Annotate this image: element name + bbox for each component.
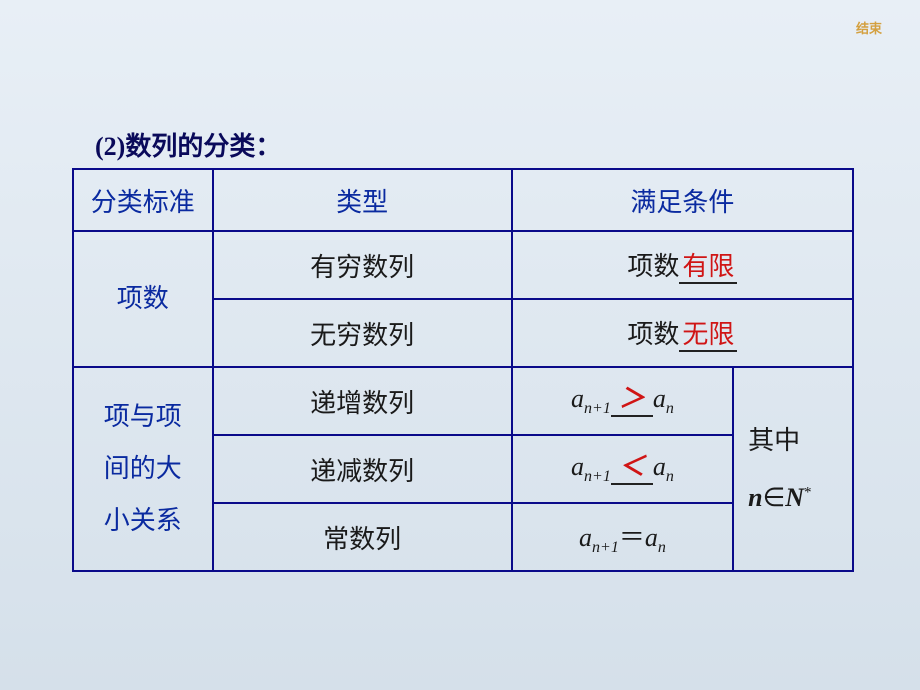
table-row: 项数 有穷数列 项数有限 (73, 231, 853, 299)
g2r2-type: 递减数列 (310, 457, 414, 486)
g2r3-eq: ＝ (619, 523, 645, 552)
g2r2-rhs-sub: n (666, 468, 674, 485)
g1r1-blank: 有限 (679, 253, 737, 285)
g2-side-l1: 项与项 (104, 402, 182, 431)
g2r3-lhs-sub: n+1 (592, 539, 619, 556)
group2-side: 项与项 间的大 小关系 (74, 391, 212, 547)
classification-table: 分类标准 类型 满足条件 项数 有穷数列 项数有限 无穷数列 项数无限 项与项 … (72, 168, 854, 572)
cond-N: N (785, 483, 804, 512)
g1r2-fill: 无限 (682, 320, 734, 349)
header-col2: 类型 (336, 188, 388, 217)
group2-condition: 其中 n∈N* (733, 367, 853, 571)
g2r3-rhs-sub: n (658, 539, 666, 556)
table-header-row: 分类标准 类型 满足条件 (73, 169, 853, 231)
g2r1-rhs-sub: n (666, 400, 674, 417)
g2r1-math: an+1＞an (571, 384, 674, 413)
g1r2-type: 无穷数列 (310, 321, 414, 350)
g2r2-lhs: a (571, 452, 584, 481)
g1r1-fill: 有限 (682, 252, 734, 281)
g2-side-l3: 小关系 (104, 506, 182, 535)
g1r2-prefix: 项数 (627, 320, 679, 349)
g2-side-l2: 间的大 (104, 454, 182, 483)
cond-star: * (804, 484, 812, 500)
cond-n: n (748, 483, 762, 512)
g2r2-rhs: a (653, 452, 666, 481)
end-label: 结束 (856, 18, 882, 37)
g1r1-type: 有穷数列 (310, 253, 414, 282)
cond-line1: 其中 (748, 426, 800, 455)
g2r2-math: an+1＜an (571, 452, 674, 481)
g2r3-lhs: a (579, 523, 592, 552)
g2r3-type: 常数列 (323, 525, 401, 554)
header-col1: 分类标准 (91, 188, 195, 217)
cond-in: ∈ (763, 483, 786, 512)
header-col3: 满足条件 (630, 188, 734, 217)
g1r1-prefix: 项数 (627, 252, 679, 281)
table-row: 项与项 间的大 小关系 递增数列 an+1＞an 其中 n∈N* (73, 367, 853, 435)
g2r1-blank: ＞ (611, 385, 653, 417)
g1r2-blank: 无限 (679, 321, 737, 353)
g2r2-lhs-sub: n+1 (584, 468, 611, 485)
g2r1-rhs: a (653, 384, 666, 413)
heading-prefix: (2) (95, 132, 125, 161)
g2r1-lhs-sub: n+1 (584, 400, 611, 417)
g2r1-lhs: a (571, 384, 584, 413)
group1-side: 项数 (117, 284, 169, 313)
g2r3-rhs: a (645, 523, 658, 552)
g2r1-type: 递增数列 (310, 389, 414, 418)
section-heading: (2)数列的分类： (95, 126, 281, 163)
g2r2-rel: ＜ (619, 452, 645, 481)
g2r1-rel: ＞ (619, 384, 645, 413)
g2r3-math: an+1＝an (579, 523, 666, 552)
g2r2-blank: ＜ (611, 453, 653, 485)
heading-text: 数列的分类： (125, 132, 281, 161)
